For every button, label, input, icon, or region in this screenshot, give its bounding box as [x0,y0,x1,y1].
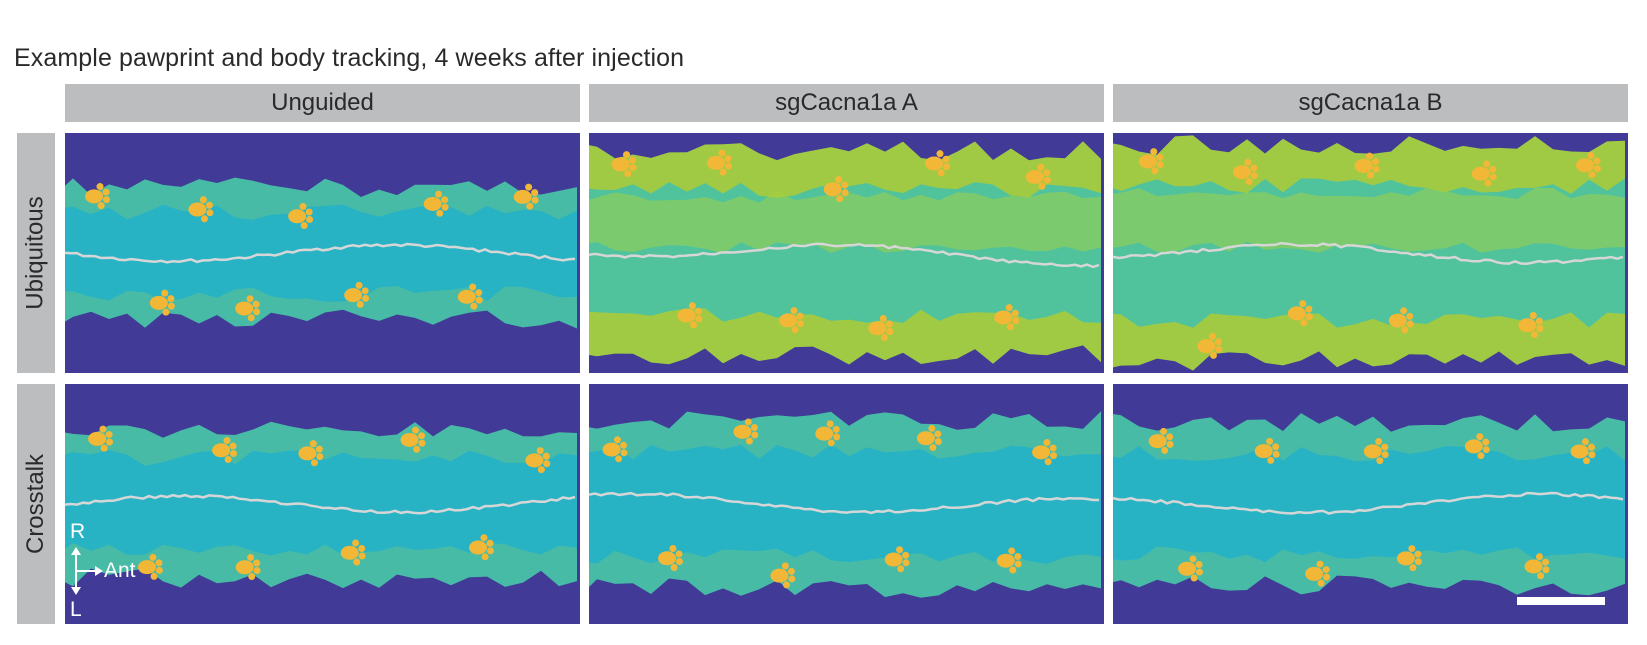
pawprint [188,196,214,223]
centerline-trace [589,242,1100,269]
pawprint [658,544,683,572]
pawprint [1032,439,1058,466]
pawprint [733,418,759,445]
panel-ubiquitous-unguided [65,133,580,373]
pawprint [884,546,910,573]
pawprint [235,295,261,322]
pawprint [1254,437,1280,464]
pawprint [925,150,951,177]
pawprint [1575,152,1601,179]
panel-ubiquitous-sgcacna1a-b [1113,133,1628,373]
panel-crosstalk-sgcacna1a-a [589,384,1104,624]
pawprint [1232,158,1258,185]
pawprint [138,553,163,580]
orientation-left-label: L [70,598,82,621]
figure-title: Example pawprint and body tracking, 4 we… [14,44,685,72]
pawprint [423,190,449,217]
pawprint [602,436,628,463]
pawprint [1396,545,1422,572]
pawprint [400,426,426,453]
body-trace-inner [589,444,1101,564]
pawprint [212,436,238,464]
pawprint [823,176,849,203]
pawprint [1305,560,1331,587]
pawprint [707,149,732,176]
body-trace-inner [65,450,577,556]
pawprint [344,281,370,308]
pawprint [1388,307,1414,334]
pawprint [996,547,1022,574]
pawprint [88,425,114,452]
pawprint [1025,163,1051,190]
column-header-sgcacna1a-b: sgCacna1a B [1113,84,1628,122]
orientation-right-label: R [70,520,86,543]
pawprint [1524,553,1550,580]
panel-crosstalk-unguided [65,384,580,624]
pawprint [457,283,483,310]
pawprint [1197,332,1223,359]
pawprint [611,151,637,178]
row-label-ubiquitous: Ubiquitous [22,196,49,310]
orientation-arrows-icon [71,547,103,595]
body-trace-inner [65,204,577,302]
centerline-trace [1113,491,1624,515]
pawprint [916,424,942,451]
pawprint [85,183,111,210]
row-label-crosstalk: Crosstalk [22,453,49,555]
pawprint [770,562,796,589]
pawprint [1178,555,1203,582]
pawprint [868,314,894,342]
pawprint [149,289,175,316]
panel-crosstalk-sgcacna1a-b [1113,384,1628,624]
centerline-trace [1113,241,1624,266]
pawprint [1464,433,1490,460]
pawprint [677,302,703,329]
pawprint [525,447,551,474]
scale-bar [1517,597,1605,605]
pawprint [469,534,494,561]
pawprint [1287,300,1313,327]
pawprint [298,440,324,467]
pawprint [1148,427,1174,454]
centerline-trace [65,242,576,264]
pawprint [235,553,261,581]
pawprint [513,183,539,210]
column-header-sgcacna1a-a: sgCacna1a A [589,84,1104,122]
column-header-unguided: Unguided [65,84,580,122]
pawprint [779,307,804,334]
pawprint [1138,148,1164,175]
row-header-crosstalk: Crosstalk [17,384,55,624]
pawprint [815,420,841,447]
pawprint [1518,312,1544,339]
pawprint [994,304,1020,331]
centerline-trace [65,493,576,515]
row-header-ubiquitous: Ubiquitous [17,133,55,373]
body-trace-inner [1113,446,1625,563]
pawprint [1471,160,1497,187]
orientation-anterior-label: Ant [104,559,136,582]
pawprint [1363,438,1389,465]
pawprint [340,539,366,566]
panel-ubiquitous-sgcacna1a-a [589,133,1104,373]
pawprint [288,202,314,230]
pawprint [1354,152,1380,179]
centerline-trace [589,491,1099,515]
pawprint [1570,438,1596,465]
